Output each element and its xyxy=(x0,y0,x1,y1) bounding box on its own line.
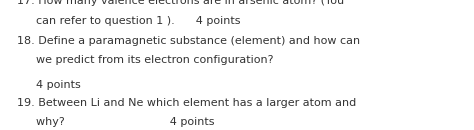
Text: 4 points: 4 points xyxy=(36,80,80,90)
Text: why?                              4 points: why? 4 points xyxy=(36,117,214,127)
Text: we predict from its electron configuration?: we predict from its electron configurati… xyxy=(36,55,273,65)
Text: 19. Between Li and Ne which element has a larger atom and: 19. Between Li and Ne which element has … xyxy=(17,98,356,108)
Text: 17. How many valence electrons are in arsenic atom? (You: 17. How many valence electrons are in ar… xyxy=(17,0,344,6)
Text: can refer to question 1 ).      4 points: can refer to question 1 ). 4 points xyxy=(36,16,240,26)
Text: 18. Define a paramagnetic substance (element) and how can: 18. Define a paramagnetic substance (ele… xyxy=(17,35,360,46)
